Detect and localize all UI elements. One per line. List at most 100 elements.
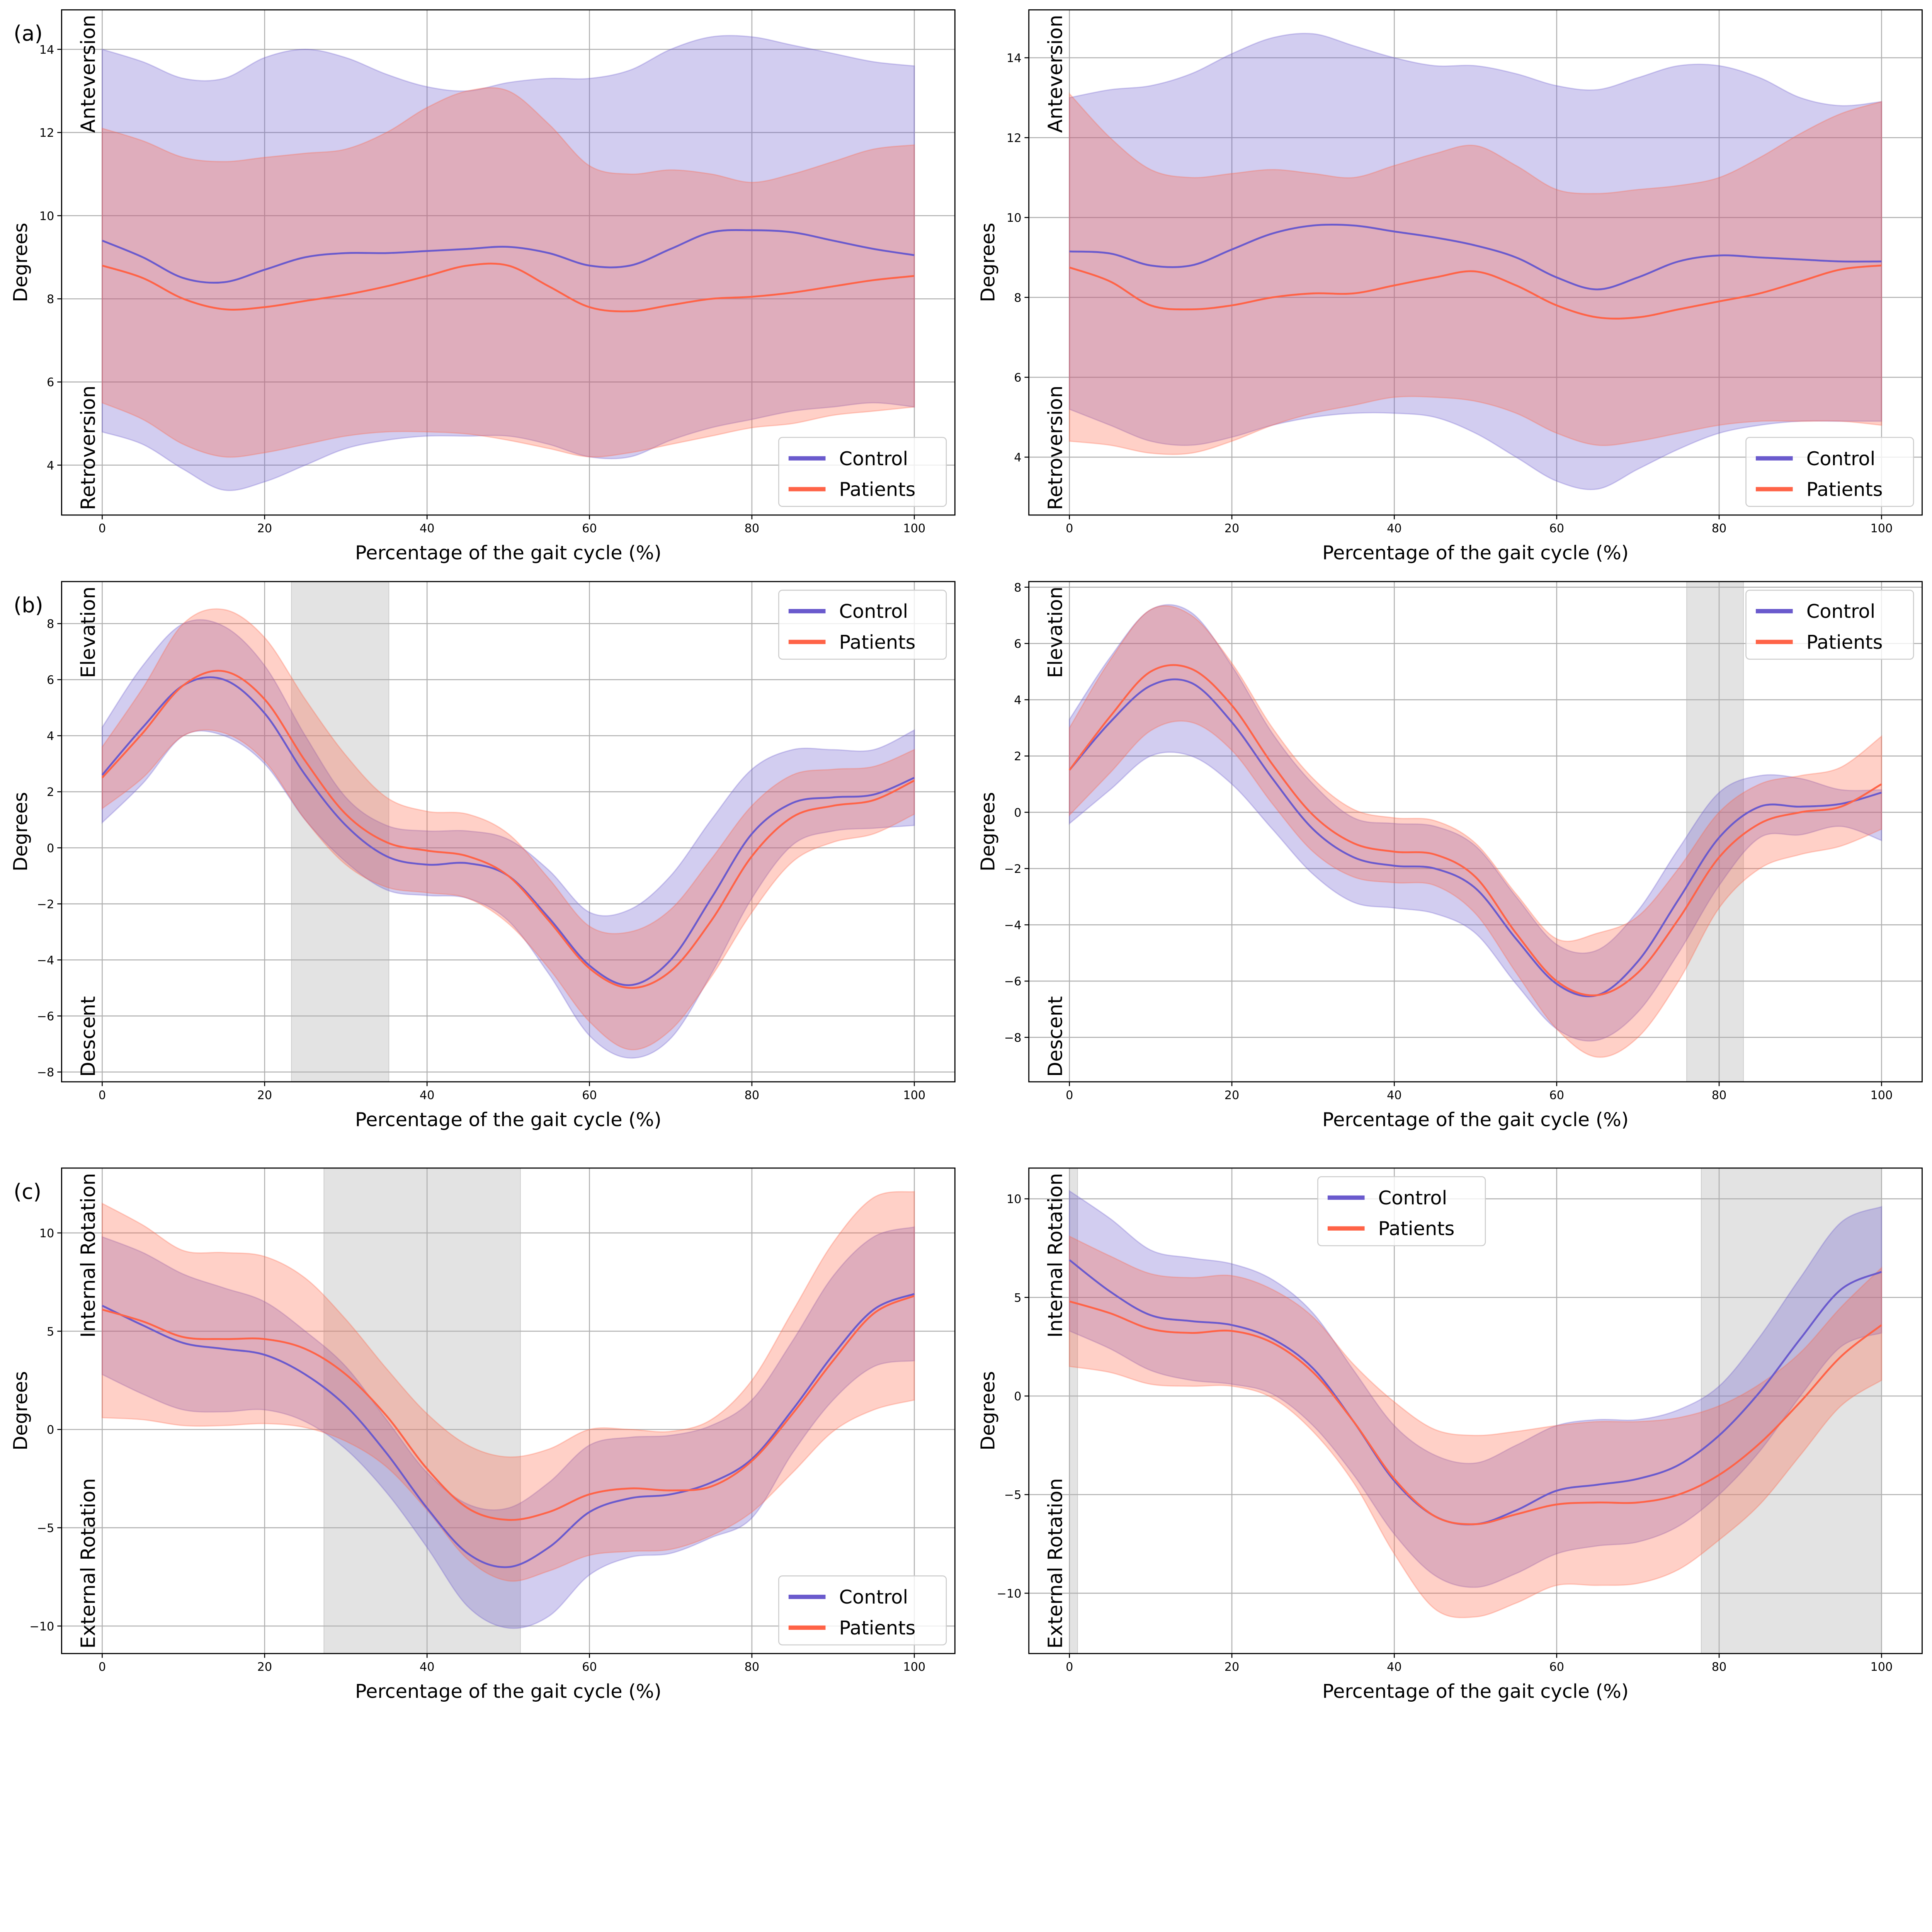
subplot-b-right: 0 20 40 60 80 100 −8 −6 −4 −2 0 2 4 6 8 Percentage of t… <box>976 581 1923 1131</box>
significance-shaded-region <box>1686 582 1744 1082</box>
axes-frame <box>1028 1167 1923 1654</box>
x-tick-label: 80 <box>745 522 760 536</box>
y-tick-label: 4 <box>1014 694 1021 707</box>
x-tick-label: 60 <box>582 522 597 536</box>
legend-label-control: Control <box>839 1586 908 1608</box>
x-tick-label: 80 <box>745 1088 760 1102</box>
y-tick-label: 12 <box>1007 131 1022 145</box>
y-tick-label: 6 <box>47 376 54 389</box>
y-tick-label: −2 <box>37 898 54 911</box>
x-tick-label: 100 <box>903 1660 925 1674</box>
y-tick-label: −5 <box>1004 1488 1022 1502</box>
x-tick-label: 100 <box>1870 1088 1893 1102</box>
lower-direction-annotation: External Rotation <box>77 1478 100 1648</box>
upper-direction-annotation: Internal Rotation <box>77 1173 100 1338</box>
x-axis-label: Percentage of the gait cycle (%) <box>1322 1680 1629 1702</box>
x-tick-label: 80 <box>1712 522 1727 536</box>
y-axis-label: Degrees <box>9 1371 32 1451</box>
panel-label: (b) <box>14 593 43 617</box>
x-tick-label: 80 <box>1712 1088 1727 1102</box>
patients-std-band <box>1069 92 1883 455</box>
y-tick-label: 0 <box>47 1423 54 1437</box>
y-tick-label: 6 <box>47 673 54 687</box>
y-tick-label: −8 <box>37 1066 54 1080</box>
legend-label-control: Control <box>1806 600 1876 622</box>
x-tick-label: 100 <box>1870 1660 1893 1674</box>
lower-direction-annotation: External Rotation <box>1044 1478 1067 1648</box>
y-tick-label: −6 <box>1004 975 1022 988</box>
x-tick-label: 60 <box>1549 1660 1564 1674</box>
x-tick-label: 20 <box>257 1088 272 1102</box>
lower-direction-annotation: Descent <box>1044 996 1067 1077</box>
subplot-a-left: 0 20 40 60 80 100 4 6 8 10 12 14 Percentage of the g… <box>9 9 956 564</box>
lower-direction-annotation: Retroversion <box>1044 386 1067 510</box>
panel-label: (a) <box>14 21 43 46</box>
x-tick-label: 20 <box>1225 1660 1240 1674</box>
y-tick-label: −8 <box>1004 1031 1022 1045</box>
upper-direction-annotation: Elevation <box>77 587 100 678</box>
y-tick-label: −5 <box>37 1522 54 1535</box>
x-tick-label: 40 <box>420 1660 435 1674</box>
x-tick-label: 100 <box>903 522 925 536</box>
patients-std-band <box>101 1191 915 1582</box>
y-tick-label: 4 <box>47 459 54 473</box>
y-tick-label: 8 <box>1014 581 1021 595</box>
patients-mean-line <box>102 262 915 313</box>
control-std-band <box>1069 1190 1883 1588</box>
x-tick-label: 0 <box>1066 522 1073 536</box>
y-tick-label: 10 <box>1007 211 1022 225</box>
y-tick-label: 12 <box>39 126 54 140</box>
legend: Control Patients <box>1317 1176 1486 1247</box>
patients-std-band <box>101 608 915 1051</box>
x-tick-label: 20 <box>1225 1088 1240 1102</box>
control-mean-line <box>102 1293 915 1568</box>
subplot-a-right: 0 20 40 60 80 100 4 6 8 10 12 14 Percentage of the g… <box>976 9 1923 564</box>
y-tick-label: 8 <box>47 617 54 631</box>
y-tick-label: 0 <box>1014 1390 1021 1403</box>
legend-label-patients: Patients <box>839 1617 916 1639</box>
x-tick-label: 80 <box>745 1660 760 1674</box>
legend-label-control: Control <box>839 600 908 622</box>
y-tick-label: −2 <box>1004 862 1022 876</box>
patients-mean-line <box>102 1295 915 1521</box>
x-tick-label: 0 <box>99 1088 106 1102</box>
y-tick-label: 8 <box>1014 291 1021 305</box>
upper-direction-annotation: Internal Rotation <box>1044 1173 1067 1338</box>
y-tick-label: 0 <box>1014 806 1021 820</box>
subplot-b-left: 0 20 40 60 80 100 −8 −6 −4 −2 0 2 4 6 8 Percentage of t… <box>9 581 956 1131</box>
axes-frame <box>61 9 956 516</box>
y-tick-label: 0 <box>47 842 54 855</box>
y-axis-label: Degrees <box>976 1371 999 1451</box>
y-tick-label: 4 <box>47 730 54 743</box>
y-tick-label: 5 <box>1014 1291 1021 1305</box>
patients-std-band <box>1069 1235 1883 1618</box>
axes-frame <box>1028 581 1923 1083</box>
y-tick-label: 4 <box>1014 451 1021 464</box>
x-tick-label: 60 <box>1549 1088 1564 1102</box>
x-tick-label: 40 <box>1387 1660 1402 1674</box>
control-mean-line <box>102 229 915 284</box>
patients-mean-line <box>1069 1300 1882 1526</box>
legend-label-control: Control <box>1806 447 1876 470</box>
x-tick-label: 0 <box>1066 1660 1073 1674</box>
y-tick-label: −4 <box>37 954 54 967</box>
x-axis-label: Percentage of the gait cycle (%) <box>1322 542 1629 564</box>
x-tick-label: 40 <box>1387 1088 1402 1102</box>
control-std-band <box>101 619 915 1059</box>
y-tick-label: 8 <box>47 293 54 306</box>
x-tick-label: 100 <box>903 1088 925 1102</box>
y-axis-label: Degrees <box>976 792 999 872</box>
x-tick-label: 60 <box>1549 522 1564 536</box>
patients-mean-line <box>1068 664 1882 997</box>
patients-mean-line <box>1069 264 1882 320</box>
legend-label-control: Control <box>1378 1187 1447 1209</box>
patients-std-band <box>101 87 915 458</box>
x-tick-label: 0 <box>99 1660 106 1674</box>
legend-label-patients: Patients <box>839 631 916 653</box>
legend-label-patients: Patients <box>1806 631 1883 653</box>
patients-std-band <box>1069 605 1883 1058</box>
y-tick-label: 2 <box>47 786 54 799</box>
y-tick-label: −10 <box>29 1620 54 1633</box>
y-tick-label: −6 <box>37 1010 54 1023</box>
